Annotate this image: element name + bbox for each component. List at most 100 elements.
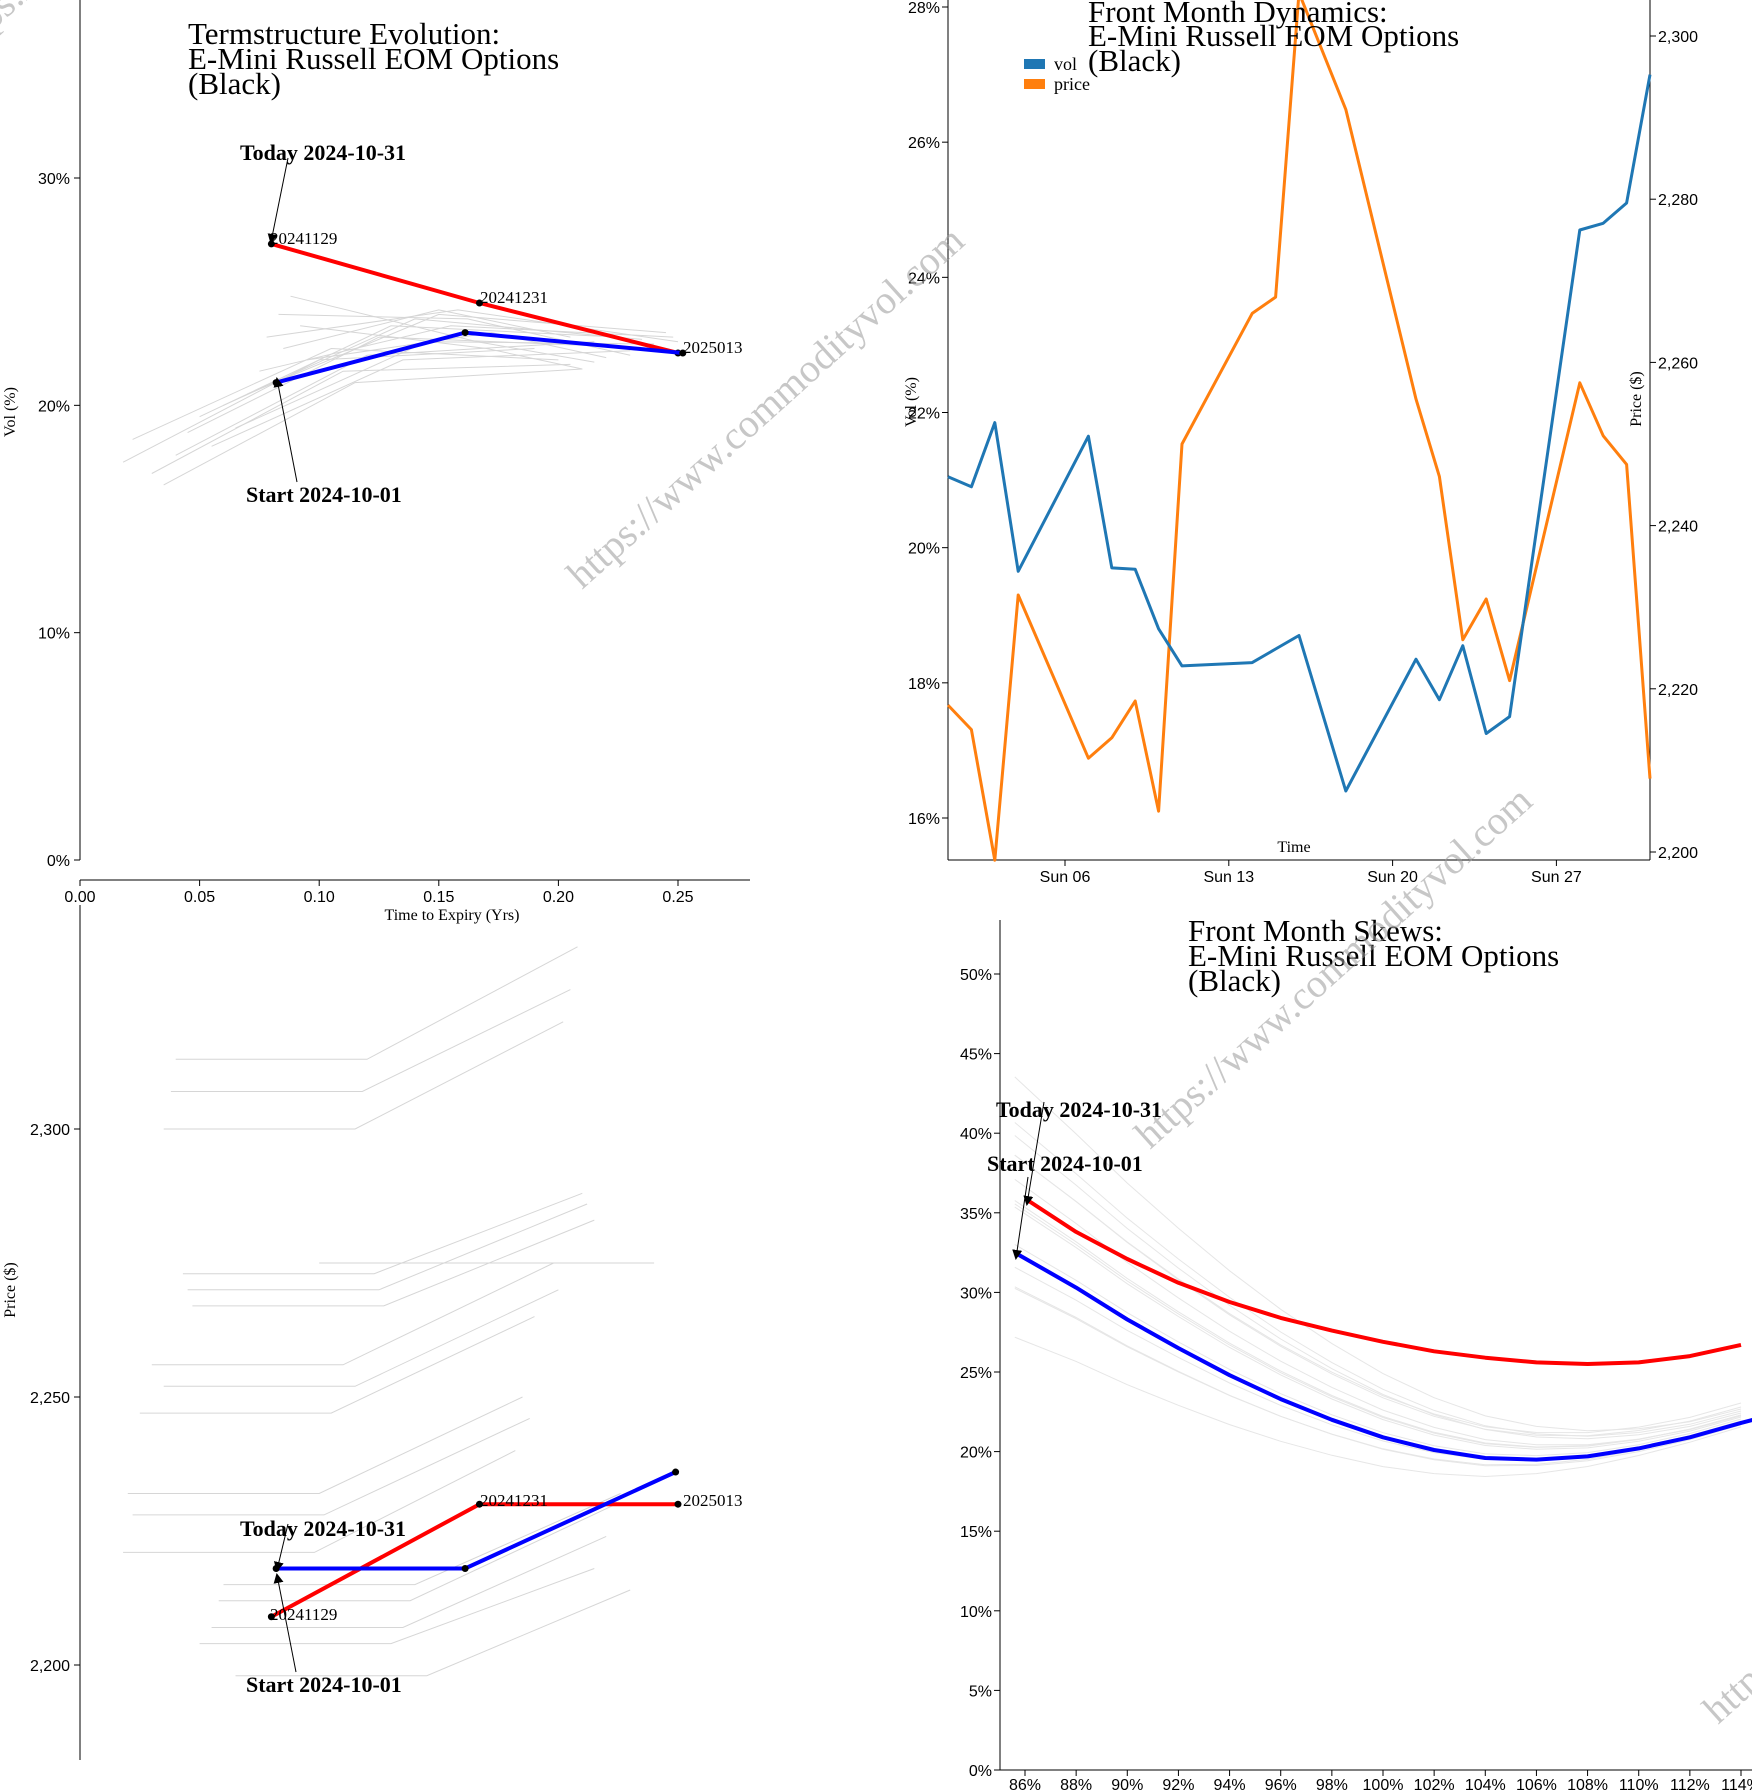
history-line-2 bbox=[163, 1021, 564, 1130]
history-skew-13 bbox=[1014, 1076, 1742, 1432]
dynamics-y-ticks: 16% 18% 20% 22% 24% 26% 28% bbox=[908, 0, 948, 828]
history-skew-5 bbox=[1014, 1244, 1742, 1457]
legend-label-vol: vol bbox=[1054, 54, 1077, 74]
history-skew-10 bbox=[1014, 1154, 1742, 1434]
termstructure-point-label-3: 2025013 bbox=[683, 338, 743, 357]
skews-start-arrow bbox=[1012, 1176, 1029, 1260]
termstructure-y-ticks: 0% 10% 20% 30% bbox=[38, 171, 80, 870]
dynamics-chart: 16%18%20%22%24%26%28% 2,2002,2202,2402,2… bbox=[903, 0, 1698, 886]
y-tick-label: 22% bbox=[908, 406, 940, 423]
history-line-17 bbox=[283, 309, 571, 349]
y-tick-label: 18% bbox=[908, 676, 940, 693]
data-point bbox=[674, 1500, 682, 1508]
history-line-3 bbox=[163, 368, 583, 486]
history-line-9 bbox=[127, 1396, 523, 1494]
history-line-14 bbox=[211, 1535, 607, 1628]
x-tick-label: 110% bbox=[1619, 1777, 1659, 1792]
history-skew-0 bbox=[1014, 1154, 1742, 1437]
data-point bbox=[475, 1500, 483, 1508]
y-tick-label: 50% bbox=[960, 967, 992, 984]
series-line-start bbox=[1013, 1250, 1752, 1462]
history-skew-1 bbox=[1014, 1122, 1742, 1437]
history-skew-3 bbox=[1014, 1200, 1742, 1448]
price-termstructure-chart: 2,200 2,250 2,300 Price ($) Today 2024-10-… bbox=[2, 905, 743, 1760]
price-today-arrow bbox=[273, 1523, 289, 1572]
history-line-10 bbox=[132, 1417, 530, 1516]
data-point bbox=[267, 1613, 275, 1621]
dynamics-y2-label: Price ($) bbox=[1628, 371, 1645, 427]
history-skew-9 bbox=[1014, 1336, 1742, 1478]
y-tick-label: 26% bbox=[908, 135, 940, 152]
x-tick-label: 0.10 bbox=[304, 889, 335, 906]
x-tick-label: 86% bbox=[1009, 1777, 1041, 1792]
termstructure-point-label-1: 20241129 bbox=[270, 229, 337, 248]
x-tick-label: 100% bbox=[1363, 1777, 1404, 1792]
y2-tick-label: 2,260 bbox=[1658, 355, 1698, 372]
history-line-7 bbox=[211, 350, 631, 447]
history-line-0 bbox=[122, 348, 535, 463]
dynamics-legend: vol price bbox=[1024, 54, 1090, 94]
y-tick-label: 16% bbox=[908, 811, 940, 828]
history-line-12 bbox=[223, 1493, 621, 1586]
y-tick-label: 0% bbox=[969, 1763, 992, 1780]
history-line-1 bbox=[170, 989, 571, 1092]
termstructure-title-line-3: (Black) bbox=[188, 66, 281, 101]
termstructure-today-arrow bbox=[267, 157, 289, 244]
history-skew-8 bbox=[1014, 1286, 1742, 1467]
y-tick-label: 25% bbox=[960, 1365, 992, 1382]
legend-swatch-vol bbox=[1024, 59, 1045, 69]
history-skew-11 bbox=[1014, 1203, 1742, 1448]
history-line-11 bbox=[123, 1450, 516, 1553]
termstructure-x-ticks: 0.00 0.05 0.10 0.15 0.20 0.25 bbox=[64, 880, 694, 906]
y2-tick-label: 2,200 bbox=[1658, 845, 1698, 862]
x-tick-label: 92% bbox=[1162, 1777, 1194, 1792]
history-line-1 bbox=[132, 347, 559, 440]
skews-title-line-3: (Black) bbox=[1188, 963, 1281, 998]
skews-history-lines bbox=[1014, 1076, 1742, 1478]
price-y-ticks: 2,200 2,250 2,300 bbox=[30, 1122, 80, 1675]
price-series bbox=[267, 1468, 682, 1621]
termstructure-point-label-2: 20241231 bbox=[480, 288, 548, 307]
x-tick-label: 88% bbox=[1060, 1777, 1092, 1792]
history-line-16 bbox=[307, 332, 607, 361]
history-line-4 bbox=[175, 341, 595, 456]
history-line-6 bbox=[199, 325, 619, 418]
y-tick-label: 30% bbox=[960, 1285, 992, 1302]
y-tick-label: 20% bbox=[960, 1445, 992, 1462]
y-tick-label: 45% bbox=[960, 1047, 992, 1064]
history-line-3 bbox=[182, 1192, 583, 1275]
x-tick-label: Sun 20 bbox=[1367, 869, 1418, 886]
dynamics-title-line-2: E-Mini Russell EOM Options bbox=[1088, 18, 1459, 53]
x-tick-label: 0.00 bbox=[64, 889, 95, 906]
data-point bbox=[679, 349, 687, 357]
price-today-annotation: Today 2024-10-31 bbox=[240, 1516, 406, 1541]
y2-tick-label: 2,280 bbox=[1658, 192, 1698, 209]
y2-tick-label: 2,300 bbox=[1658, 29, 1698, 46]
dynamics-series bbox=[946, 0, 1652, 862]
y-tick-label: 2,200 bbox=[30, 1658, 70, 1675]
termstructure-title-line-1: Termstructure Evolution: bbox=[188, 16, 500, 51]
x-tick-label: 106% bbox=[1516, 1777, 1557, 1792]
termstructure-title-line-2: E-Mini Russell EOM Options bbox=[188, 41, 559, 76]
series-line-vol bbox=[947, 74, 1652, 793]
x-tick-label: 108% bbox=[1567, 1777, 1608, 1792]
skews-today-arrow bbox=[1023, 1101, 1045, 1206]
x-tick-label: 96% bbox=[1265, 1777, 1297, 1792]
history-line-15 bbox=[300, 325, 583, 370]
termstructure-today-annotation: Today 2024-10-31 bbox=[240, 140, 406, 165]
y2-tick-label: 2,220 bbox=[1658, 682, 1698, 699]
y-tick-label: 10% bbox=[38, 626, 70, 643]
x-tick-label: 112% bbox=[1670, 1777, 1710, 1792]
termstructure-y-label: Vol (%) bbox=[2, 387, 19, 437]
dynamics-title-line-1: Front Month Dynamics: bbox=[1088, 0, 1388, 29]
history-skew-12 bbox=[1014, 1178, 1742, 1446]
skews-title-line-1: Front Month Skews: bbox=[1188, 913, 1443, 948]
x-tick-label: 0.05 bbox=[184, 889, 215, 906]
data-point bbox=[475, 299, 483, 307]
history-skew-4 bbox=[1014, 1206, 1742, 1450]
termstructure-start-annotation: Start 2024-10-01 bbox=[246, 482, 402, 507]
dynamics-y2-ticks: 2,200 2,220 2,240 2,260 2,280 2,300 bbox=[1650, 29, 1698, 862]
dynamics-x-label: Time bbox=[1277, 839, 1310, 856]
price-point-label-2: 20241231 bbox=[480, 1491, 548, 1510]
